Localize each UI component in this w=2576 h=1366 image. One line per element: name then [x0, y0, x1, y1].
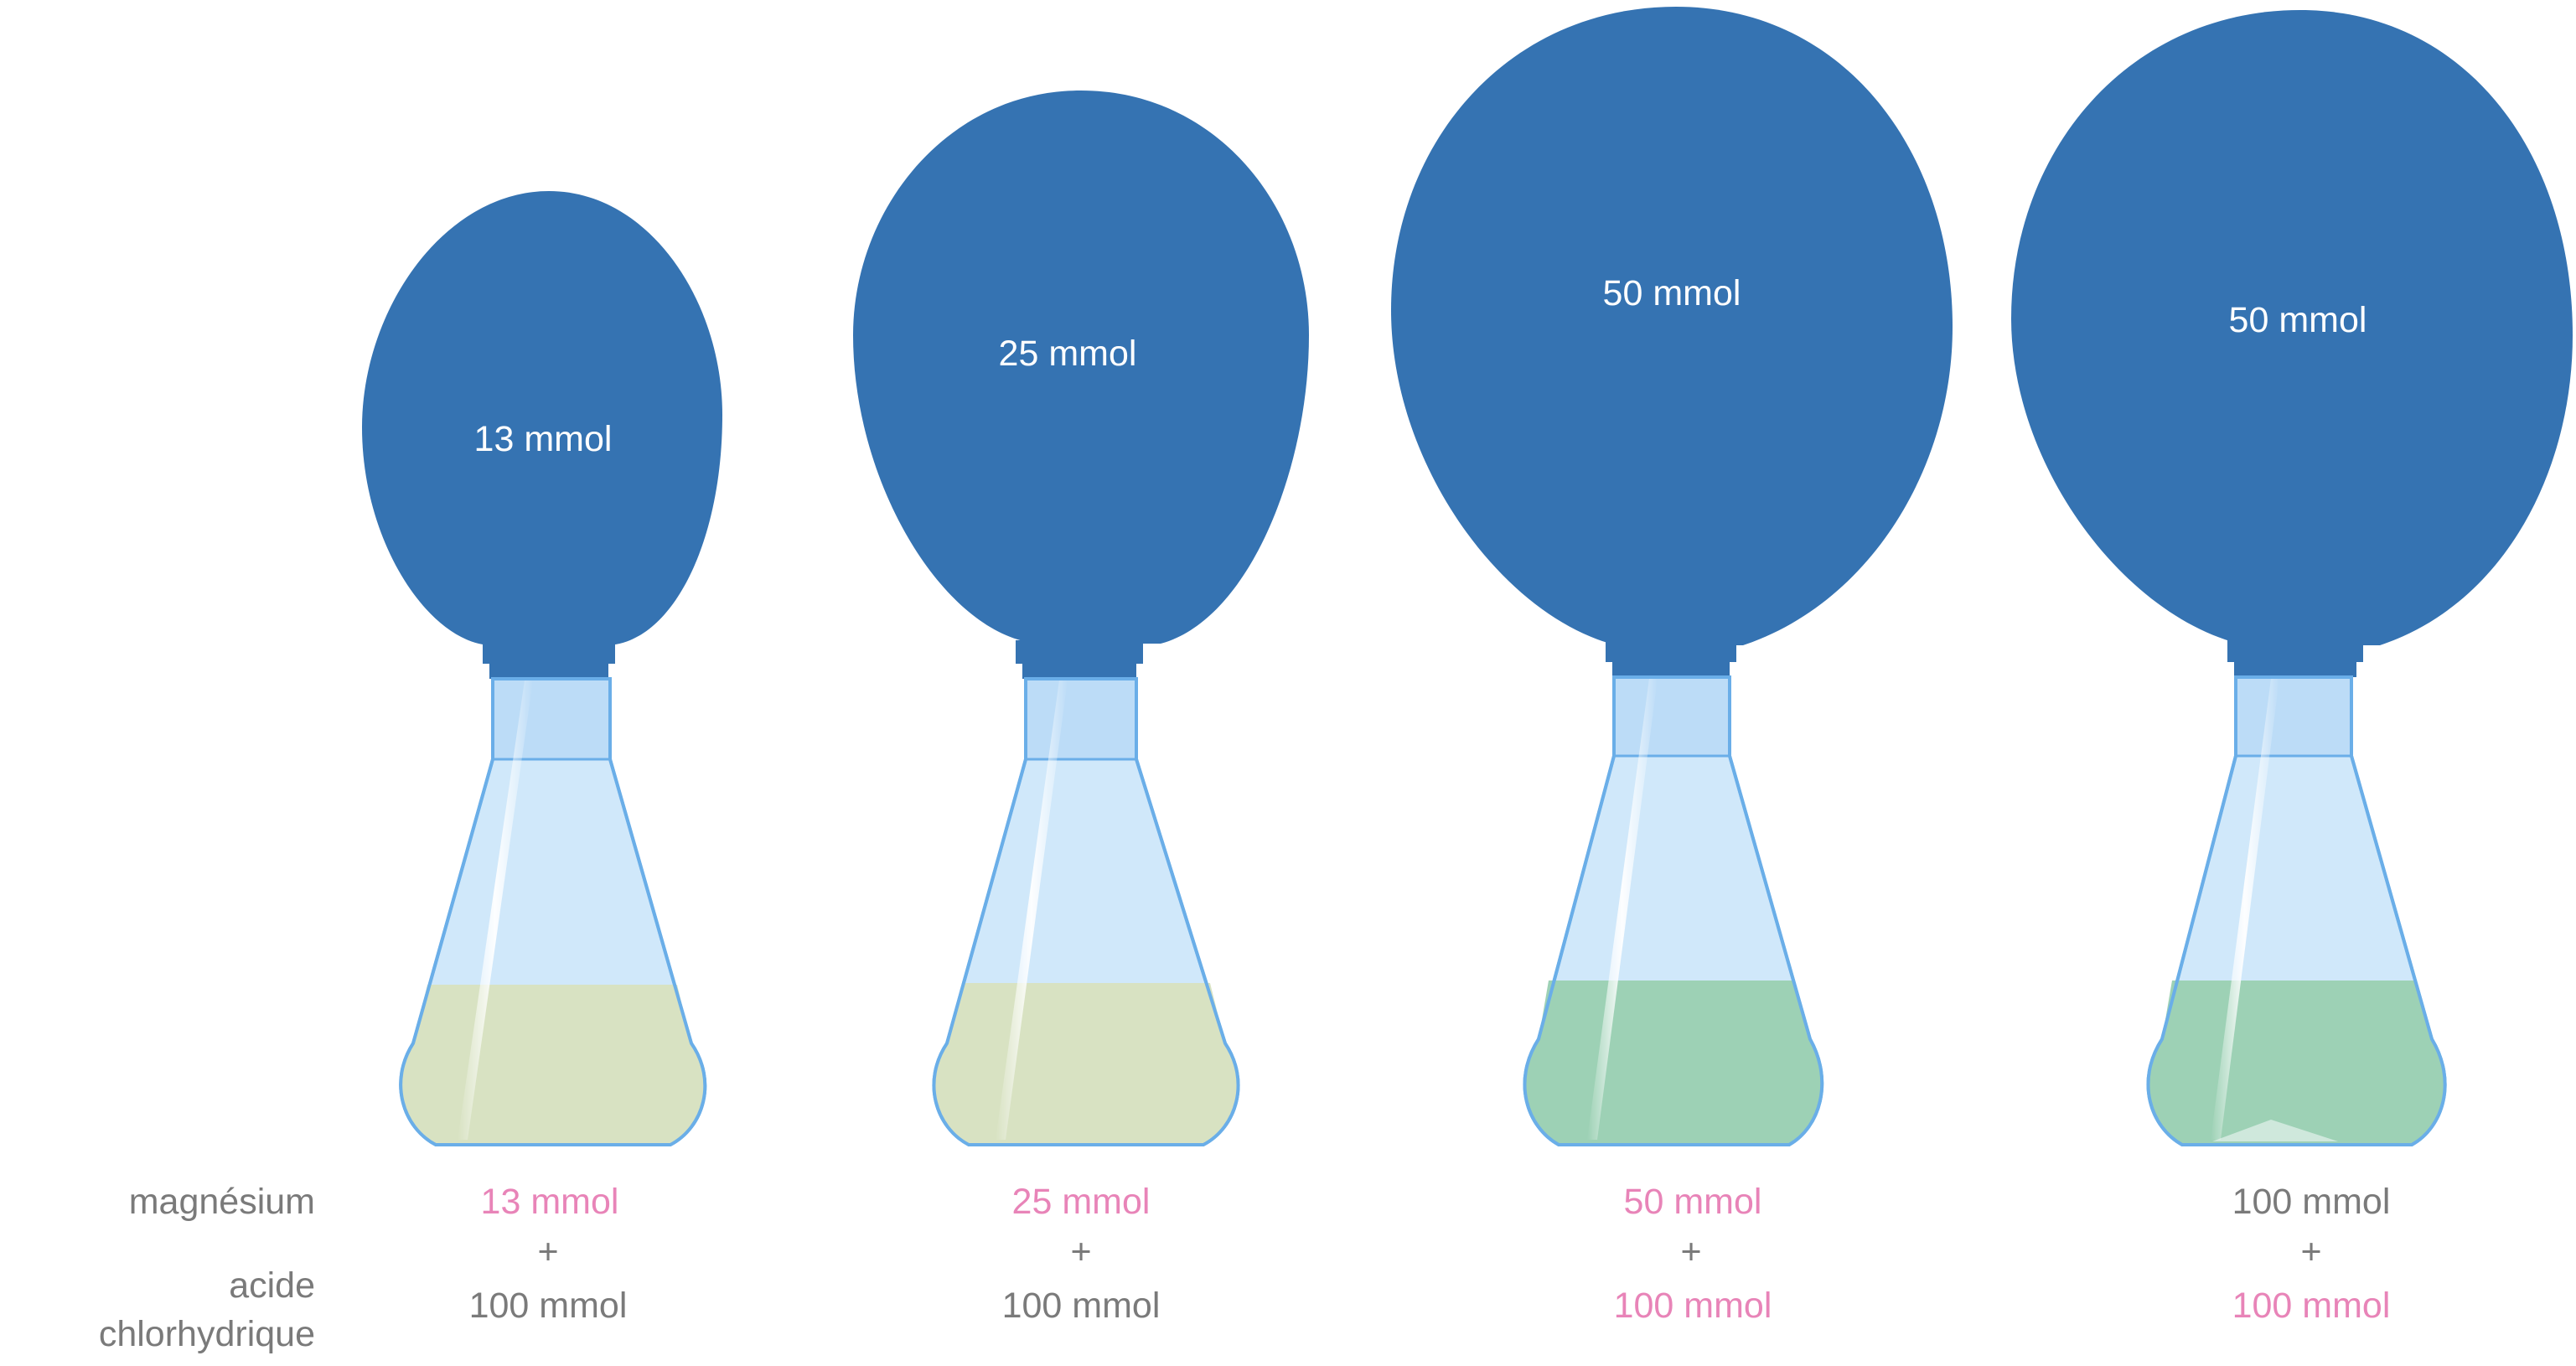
glass-shine-3 [1587, 679, 1658, 1140]
flask-assembly-2: 25 mmol [853, 91, 1309, 1146]
balloon-knot-2 [1016, 640, 1143, 679]
solution-4 [2148, 981, 2445, 1145]
flask-assembly-3: 50 mmol [1391, 7, 1953, 1146]
flask-outline-1 [399, 677, 707, 1146]
plus-sign-3: + [1680, 1232, 1701, 1272]
acid-amount-4: 100 mmol [2232, 1286, 2391, 1326]
balloon-2 [853, 91, 1309, 644]
magnesium-amount-1: 13 mmol [481, 1182, 619, 1222]
quantities-1: 13 mmol + 100 mmol [469, 1182, 628, 1326]
gas-amount-4: 50 mmol [2229, 300, 2367, 340]
glass-shine-4 [2211, 679, 2279, 1140]
glass-shine-2 [996, 680, 1068, 1140]
flask-assembly-4: 50 mmol [2011, 10, 2573, 1146]
balloon-3 [1391, 7, 1953, 645]
magnesium-residue-4 [2212, 1120, 2338, 1141]
balloon-1 [362, 191, 722, 645]
quantities-2: 25 mmol + 100 mmol [1002, 1182, 1161, 1326]
neck-collar-2 [1027, 680, 1135, 759]
gas-amount-3: 50 mmol [1603, 273, 1741, 313]
balloon-4 [2011, 10, 2573, 645]
row-label-acid-line1: acide [229, 1265, 315, 1306]
balloon-knot-1 [483, 640, 615, 679]
flask-assembly-1: 13 mmol [362, 191, 722, 1146]
magnesium-amount-3: 50 mmol [1624, 1182, 1762, 1222]
balloon-knot-3 [1606, 640, 1736, 677]
balloon-knot-4 [2227, 640, 2363, 677]
quantities-4: 100 mmol + 100 mmol [2232, 1182, 2391, 1326]
plus-sign-2: + [1070, 1232, 1091, 1272]
plus-sign-1: + [537, 1232, 558, 1272]
solution-2 [934, 983, 1239, 1145]
acid-amount-2: 100 mmol [1002, 1286, 1161, 1326]
solution-1 [401, 985, 706, 1145]
glass-shine-1 [458, 680, 533, 1140]
flask-outline-3 [1523, 675, 1824, 1146]
gas-amount-1: 13 mmol [474, 419, 613, 459]
plus-sign-4: + [2300, 1232, 2321, 1272]
magnesium-amount-2: 25 mmol [1012, 1182, 1151, 1222]
acid-amount-3: 100 mmol [1614, 1286, 1772, 1326]
neck-collar-3 [1616, 679, 1728, 756]
flask-outline-4 [2146, 675, 2447, 1146]
acid-amount-1: 100 mmol [469, 1286, 628, 1326]
neck-collar-1 [494, 680, 608, 759]
flask-outline-2 [932, 677, 1240, 1146]
quantities-3: 50 mmol + 100 mmol [1614, 1182, 1772, 1326]
row-label-magnesium: magnésium [129, 1182, 315, 1222]
solution-3 [1524, 981, 1823, 1145]
gas-amount-2: 25 mmol [999, 334, 1137, 374]
magnesium-amount-4: 100 mmol [2232, 1182, 2391, 1222]
row-label-acid-line2: chlorhydrique [99, 1314, 315, 1354]
neck-collar-4 [2237, 679, 2350, 756]
